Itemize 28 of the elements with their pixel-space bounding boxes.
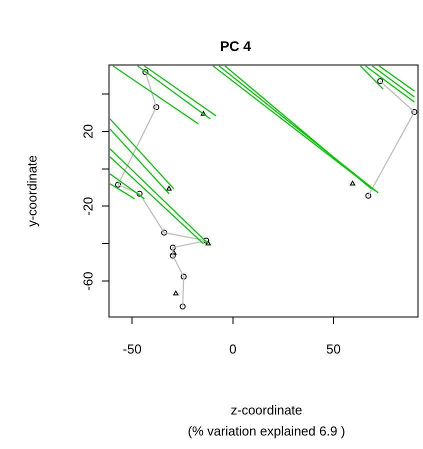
point [173,290,178,296]
point [170,244,176,251]
point [170,252,176,259]
point [411,108,418,115]
y-tick-label: 20 [80,124,96,139]
point [180,304,186,310]
point [161,230,168,236]
chart-title: PC 4 [220,38,252,54]
point [115,182,122,188]
point [206,240,211,246]
x-axis-title: z-coordinate (% variation explained 6.9 ) [188,402,346,439]
point [153,104,160,110]
x-tick-label: 0 [229,341,236,356]
point [203,238,210,244]
x-tick-label: 50 [326,341,341,356]
point [200,111,206,116]
point [365,192,372,199]
point [142,69,148,76]
y-axis-title: y-coordinate [24,155,40,227]
y-tick-label: -20 [80,196,96,216]
point [350,180,356,186]
point [136,190,143,197]
x-tick-label: -50 [122,341,142,356]
point [166,186,172,191]
y-tick-label: -60 [80,272,96,290]
point [180,274,187,280]
point [171,250,176,255]
point [377,78,384,84]
